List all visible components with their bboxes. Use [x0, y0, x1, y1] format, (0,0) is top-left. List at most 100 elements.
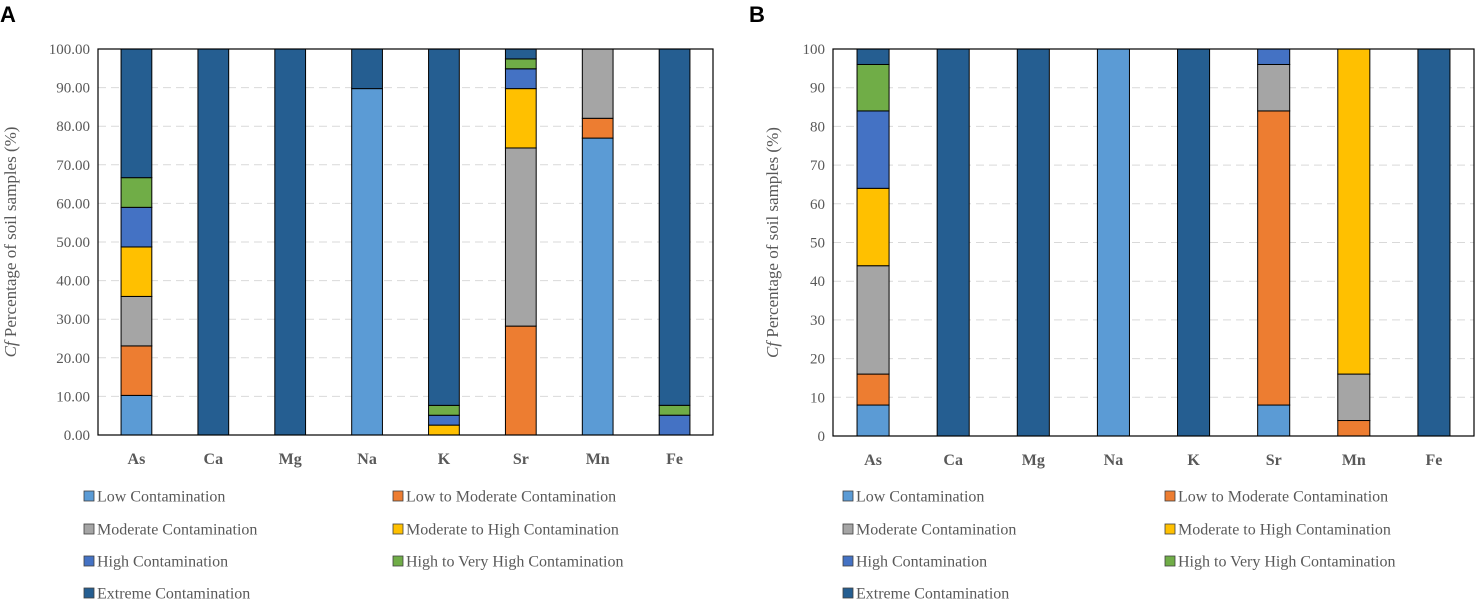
legend-label-high-contamination: High Contamination [856, 554, 987, 571]
y-axis-label-rest: Percentage of soil samples (%) [763, 127, 782, 342]
legend-swatch-low-to-moderate-contamination [1164, 490, 1176, 502]
x-tick-label: Ca [943, 452, 963, 469]
y-tick-label: 20 [810, 352, 825, 368]
bar-segment-mn-moderate-contamination [581, 48, 614, 119]
y-tick-label: 0.00 [64, 428, 90, 444]
bar-segment-as-low-to-moderate-contamination [856, 373, 890, 406]
bar-segment-fe-extreme-contamination [658, 48, 691, 406]
x-tick-label: K [438, 451, 451, 468]
bar-segment-sr-low-contamination [1257, 404, 1291, 437]
legend-swatch-low-contamination [83, 490, 95, 502]
x-tick-label: Mn [586, 451, 610, 468]
bar-segment-sr-low-to-moderate-contamination [1257, 110, 1291, 406]
x-tick-label: Na [1104, 452, 1124, 469]
y-tick-label: 50.00 [56, 235, 90, 251]
legend-swatch-extreme-contamination [842, 587, 854, 599]
bar-segment-as-extreme-contamination [856, 48, 890, 65]
x-tick-label: Ca [204, 451, 224, 468]
legend-label-moderate-to-high-contamination: Moderate to High Contamination [406, 522, 619, 539]
legend-swatch-high-to-very-high-contamination [392, 555, 404, 567]
y-tick-label: 100 [803, 42, 826, 58]
bar-segment-sr-high-contamination [504, 68, 537, 90]
legend-label-moderate-contamination: Moderate Contamination [856, 522, 1016, 539]
y-tick-label: 60 [810, 197, 825, 213]
bar-segment-mn-moderate-to-high-contamination [1337, 48, 1371, 375]
y-axis-label-rest: Percentage of soil samples (%) [1, 127, 20, 342]
legend-label-high-to-very-high-contamination: High to Very High Contamination [406, 554, 623, 571]
bar-segment-ca-extreme-contamination [197, 48, 230, 436]
bar-segment-k-extreme-contamination [1177, 48, 1211, 437]
y-tick-label: 40.00 [56, 274, 90, 290]
legend-label-low-contamination: Low Contamination [856, 489, 984, 506]
bar-segment-k-extreme-contamination [428, 48, 460, 406]
y-tick-label: 70.00 [56, 158, 90, 174]
y-tick-label: 90.00 [56, 81, 90, 97]
legend-swatch-high-contamination [842, 555, 854, 567]
legend-swatch-extreme-contamination [83, 587, 95, 599]
y-tick-label: 10.00 [56, 389, 90, 405]
x-tick-label: K [1187, 452, 1200, 469]
legend-label-extreme-contamination: Extreme Contamination [856, 586, 1009, 602]
y-tick-label: 80 [810, 119, 825, 135]
bar-segment-mn-low-to-moderate-contamination [1337, 420, 1371, 437]
bar-segment-sr-moderate-contamination [1257, 63, 1291, 112]
x-tick-label: Sr [513, 451, 529, 468]
chart-panel-b: B 0 10 20 30 40 50 60 70 80 90 100 As Ca Mg Na K Sr Mn Fe Cf… [749, 2, 1475, 602]
panel-letter: B [749, 2, 765, 27]
y-tick-label: 70 [810, 158, 825, 174]
legend-label-high-contamination: High Contamination [97, 554, 228, 571]
legend-swatch-high-contamination [83, 555, 95, 567]
y-axis-label-italic: Cf [1, 339, 20, 357]
bar-segment-as-moderate-contamination [120, 295, 153, 347]
bar-segment-fe-extreme-contamination [1417, 48, 1451, 437]
bar-segment-mn-low-contamination [581, 137, 614, 436]
bar-segment-as-low-to-moderate-contamination [120, 345, 153, 396]
y-axis-label-italic: Cf [763, 340, 782, 358]
legend-label-extreme-contamination: Extreme Contamination [97, 586, 250, 602]
bar-segment-as-extreme-contamination [120, 48, 153, 179]
y-tick-label: 10 [810, 390, 825, 406]
x-tick-label: As [864, 452, 882, 469]
bar-segment-mg-extreme-contamination [274, 48, 307, 436]
bar-segment-as-high-contamination [856, 110, 890, 189]
bar-segment-as-high-contamination [120, 206, 153, 248]
bar-segment-sr-moderate-contamination [504, 147, 537, 327]
bar-segment-fe-high-contamination [658, 414, 691, 436]
legend-swatch-high-to-very-high-contamination [1164, 555, 1176, 567]
legend-label-moderate-to-high-contamination: Moderate to High Contamination [1178, 522, 1391, 539]
bar-segment-sr-high-to-very-high-contamination [504, 58, 537, 70]
x-tick-label: Fe [666, 451, 683, 468]
legend-swatch-moderate-contamination [842, 523, 854, 535]
legend-label-low-contamination: Low Contamination [97, 489, 225, 506]
bar-segment-sr-low-to-moderate-contamination [504, 325, 537, 436]
x-tick-label: Mg [1022, 452, 1045, 469]
bar-segment-mg-extreme-contamination [1016, 48, 1050, 437]
legend-swatch-moderate-to-high-contamination [392, 523, 404, 535]
bar-segment-na-low-contamination [1096, 48, 1130, 437]
bar-segment-na-extreme-contamination [351, 48, 383, 90]
x-tick-label: Mn [1342, 452, 1366, 469]
legend: Low Contamination Low to Moderate Contami… [842, 489, 1395, 602]
plot-frame [97, 48, 714, 436]
bar-segment-k-high-to-very-high-contamination [428, 404, 460, 416]
y-tick-label: 20.00 [56, 351, 90, 367]
chart-panel-a: A 0.00 10.00 20.00 30.00 40.00 50.00 60.00 70.00… [0, 2, 714, 602]
bar-segment-as-moderate-to-high-contamination [120, 246, 153, 297]
x-tick-label: As [128, 451, 146, 468]
x-tick-label: Na [357, 451, 377, 468]
x-tick-label: Mg [279, 451, 302, 468]
y-tick-label: 40 [810, 274, 825, 290]
bar-segment-mn-low-to-moderate-contamination [581, 117, 614, 139]
bar-segment-ca-extreme-contamination [936, 48, 970, 437]
bar-segment-na-low-contamination [351, 88, 383, 436]
bar-segment-k-moderate-to-high-contamination [428, 424, 460, 436]
y-tick-label: 90 [810, 81, 825, 97]
bar-segment-as-low-contamination [120, 394, 153, 436]
legend-swatch-moderate-contamination [83, 523, 95, 535]
x-tick-label: Fe [1426, 452, 1443, 469]
y-tick-label: 100.00 [49, 42, 90, 58]
y-axis-label: Cf Percentage of soil samples (%) [763, 127, 782, 358]
legend: Low Contamination Low to Moderate Contami… [83, 489, 623, 602]
legend-label-low-to-moderate-contamination: Low to Moderate Contamination [1178, 489, 1388, 506]
